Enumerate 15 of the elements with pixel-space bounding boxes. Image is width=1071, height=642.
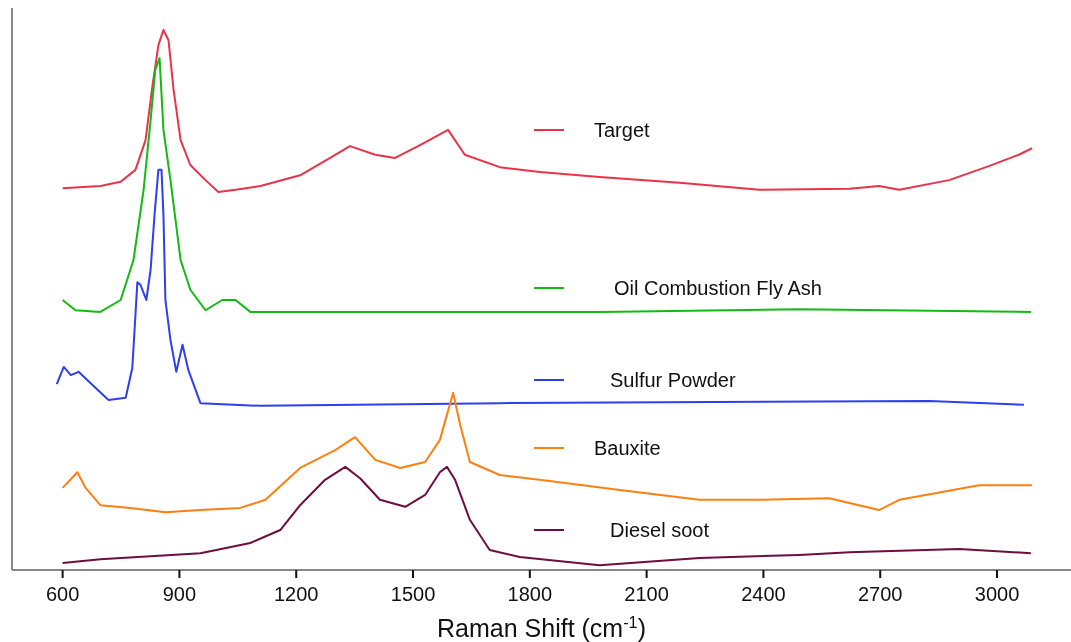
x-tick-label: 2700 (857, 583, 903, 605)
legend-label: Diesel soot (610, 519, 710, 541)
x-tick-label: 3000 (974, 583, 1020, 605)
x-tick-label: 2400 (741, 583, 786, 605)
x-tick-label: 1800 (507, 583, 553, 605)
x-tick-label: 600 (45, 583, 80, 605)
legend-label: Sulfur Powder (610, 369, 736, 391)
x-tick-label: 1500 (390, 583, 436, 605)
x-tick-label: 1200 (273, 583, 319, 605)
series-label: Oil Combustion Fly Ash (614, 277, 822, 299)
x-tick-label: 900 (162, 583, 197, 605)
legend-label: Target (594, 119, 651, 141)
legend-label: Bauxite (594, 437, 661, 459)
x-axis-title: Raman Shift (cm$^{-1}$) (437, 613, 646, 642)
x-tick-label: 2100 (624, 583, 669, 605)
